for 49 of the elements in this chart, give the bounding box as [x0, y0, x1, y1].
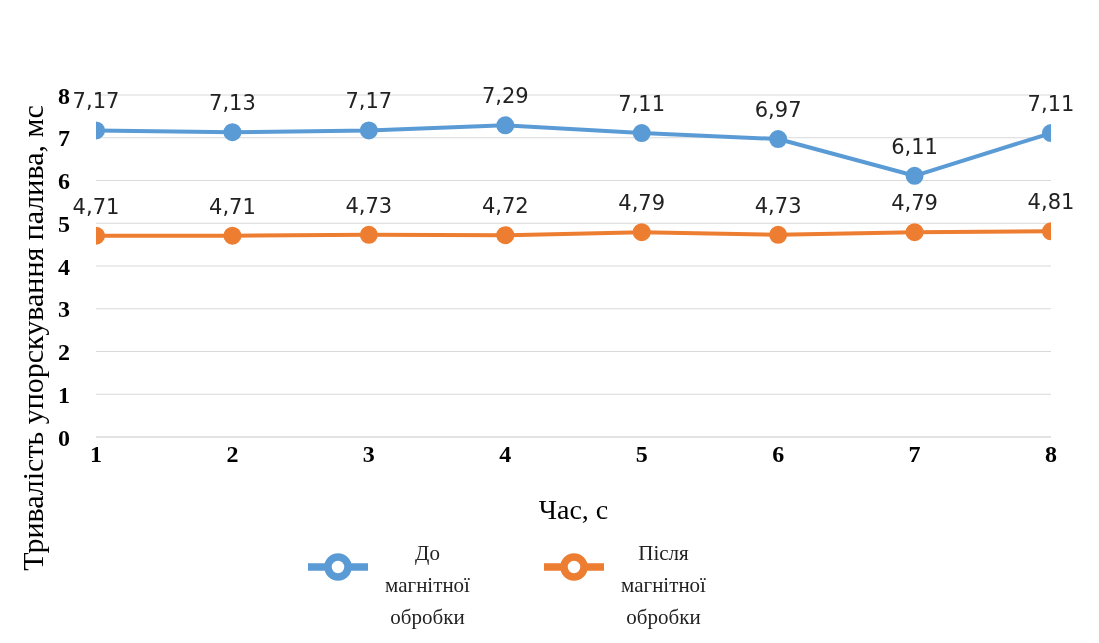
- x-tick-label: 3: [362, 441, 375, 468]
- data-label: 4,71: [72, 194, 120, 219]
- y-axis-title: Тривалість упорскування палива, мс: [16, 105, 50, 571]
- y-tick-label: 1: [58, 381, 70, 408]
- y-tick-label: 3: [58, 296, 70, 323]
- point: [496, 226, 515, 245]
- y-tick-label: 7: [58, 125, 70, 152]
- x-tick-label: 6: [772, 441, 785, 468]
- y-tick-label: 6: [58, 168, 70, 195]
- legend-label: Після магнітної обробки: [620, 540, 707, 631]
- point: [905, 166, 924, 185]
- data-label: 4,72: [481, 194, 529, 219]
- x-tick-label: 8: [1045, 441, 1057, 468]
- x-tick-label: 7: [908, 441, 921, 468]
- x-tick-label: 4: [499, 441, 512, 468]
- data-label: 7,13: [209, 91, 256, 116]
- legend-label: До магнітної обробки: [384, 540, 471, 631]
- data-label: 7,17: [345, 89, 393, 114]
- x-tick-label: 5: [635, 441, 648, 468]
- point: [769, 225, 788, 244]
- x-axis-title: Час, с: [538, 494, 609, 525]
- point: [223, 123, 242, 142]
- data-label: 6,11: [891, 134, 938, 159]
- data-label: 4,81: [1027, 190, 1075, 215]
- x-tick-label: 2: [226, 441, 239, 468]
- x-tick-label: 1: [90, 441, 102, 468]
- data-label: 6,97: [754, 98, 802, 123]
- point: [905, 223, 924, 242]
- y-tick-label: 2: [58, 339, 70, 366]
- point: [496, 116, 515, 135]
- point: [769, 130, 788, 149]
- data-label: 7,29: [481, 84, 529, 109]
- point: [632, 223, 651, 242]
- y-tick-label: 5: [58, 210, 70, 237]
- data-label: 7,11: [618, 92, 666, 117]
- data-label: 4,79: [891, 191, 938, 216]
- y-tick-label: 4: [58, 253, 70, 280]
- data-label: 4,71: [209, 194, 256, 219]
- data-label: 7,11: [1027, 92, 1075, 117]
- point: [359, 121, 378, 140]
- y-tick-label: 0: [58, 424, 70, 451]
- point: [632, 124, 651, 143]
- data-label: 7,17: [72, 89, 120, 114]
- y-tick-label: 8: [58, 82, 70, 109]
- point: [359, 225, 378, 244]
- data-label: 4,73: [345, 193, 393, 218]
- data-label: 4,79: [618, 191, 666, 216]
- data-label: 4,73: [754, 193, 802, 218]
- point: [223, 226, 242, 245]
